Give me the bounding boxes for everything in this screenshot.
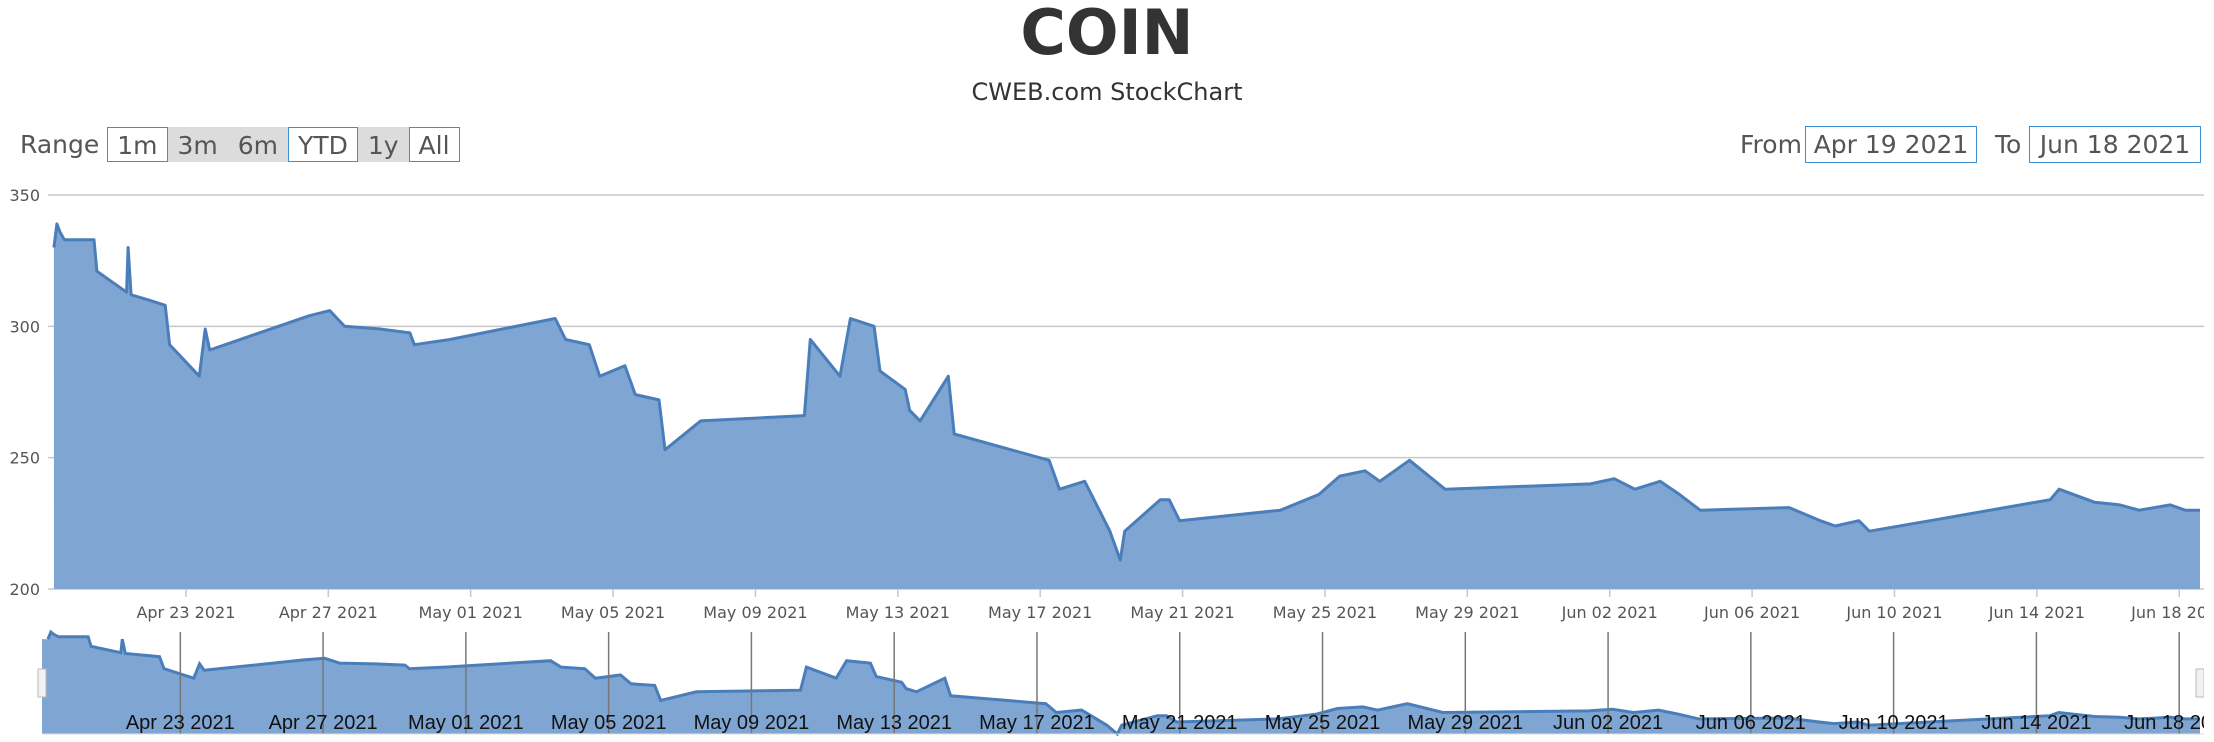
x-tick-label: May 01 2021 (419, 603, 523, 622)
navigator-line (46, 629, 2200, 737)
navigator-tick-label: May 01 2021 (408, 712, 524, 734)
range-button-1y[interactable]: 1y (357, 127, 409, 162)
navigator-tick-label: Jun 14 2021 (1981, 712, 2091, 734)
navigator-tick-label: May 21 2021 (1122, 712, 1238, 734)
to-label: To (1995, 130, 2022, 159)
navigator-tick-label: May 17 2021 (979, 712, 1095, 734)
navigator-tick-label: Jun 10 2021 (1839, 712, 1949, 734)
y-tick-label: 200 (9, 580, 40, 599)
navigator-tick-label: Jun 06 2021 (1696, 712, 1806, 734)
navigator-tick-label: May 09 2021 (694, 712, 810, 734)
navigator-left-handle[interactable] (37, 668, 47, 698)
range-button-1m[interactable]: 1m (107, 127, 168, 162)
x-tick-label: May 05 2021 (561, 603, 665, 622)
from-date-input[interactable]: Apr 19 2021 (1805, 126, 1977, 163)
x-tick-label: May 25 2021 (1273, 603, 1377, 622)
range-label: Range (20, 130, 100, 159)
x-tick-label: May 09 2021 (703, 603, 807, 622)
range-button-6m[interactable]: 6m (227, 127, 289, 162)
navigator-tick-label: Jun 18 2021 (2124, 712, 2214, 734)
x-tick-label: Jun 18 2021 (2130, 603, 2214, 622)
navigator-tick-label: May 13 2021 (836, 712, 952, 734)
navigator-tick-label: May 05 2021 (551, 712, 667, 734)
navigator-tick-label: Apr 23 2021 (126, 712, 235, 734)
x-tick-label: May 29 2021 (1415, 603, 1519, 622)
x-tick-label: May 21 2021 (1130, 603, 1234, 622)
x-tick-label: Apr 23 2021 (136, 603, 235, 622)
x-tick-label: Jun 10 2021 (1845, 603, 1942, 622)
to-date-input[interactable]: Jun 18 2021 (2029, 126, 2201, 163)
from-label: From (1740, 130, 1802, 159)
y-tick-label: 250 (9, 449, 40, 468)
x-tick-label: Jun 06 2021 (1703, 603, 1800, 622)
navigator-area (42, 632, 2200, 734)
navigator-tick-label: May 25 2021 (1265, 712, 1381, 734)
navigator-tick-label: May 29 2021 (1407, 712, 1523, 734)
range-selector: Range 1m 3m 6m YTD 1y All (20, 126, 460, 163)
navigator-tick-label: Jun 02 2021 (1553, 712, 1663, 734)
y-tick-label: 300 (9, 317, 40, 336)
right-clip (2204, 0, 2214, 742)
x-tick-label: Jun 02 2021 (1561, 603, 1658, 622)
navigator-right-handle[interactable] (2195, 668, 2205, 698)
price-area (53, 223, 2201, 589)
x-tick-label: May 13 2021 (846, 603, 950, 622)
range-button-all[interactable]: All (408, 127, 460, 162)
x-tick-label: Jun 14 2021 (1988, 603, 2085, 622)
navigator-tick-label: Apr 27 2021 (269, 712, 378, 734)
chart-title: COIN (1020, 0, 1194, 69)
y-tick-label: 350 (9, 186, 40, 205)
range-button-ytd[interactable]: YTD (288, 127, 358, 162)
chart-subtitle: CWEB.com StockChart (971, 78, 1243, 106)
price-line (52, 222, 2200, 562)
x-tick-label: May 17 2021 (988, 603, 1092, 622)
x-tick-label: Apr 27 2021 (279, 603, 378, 622)
range-button-3m[interactable]: 3m (167, 127, 228, 162)
